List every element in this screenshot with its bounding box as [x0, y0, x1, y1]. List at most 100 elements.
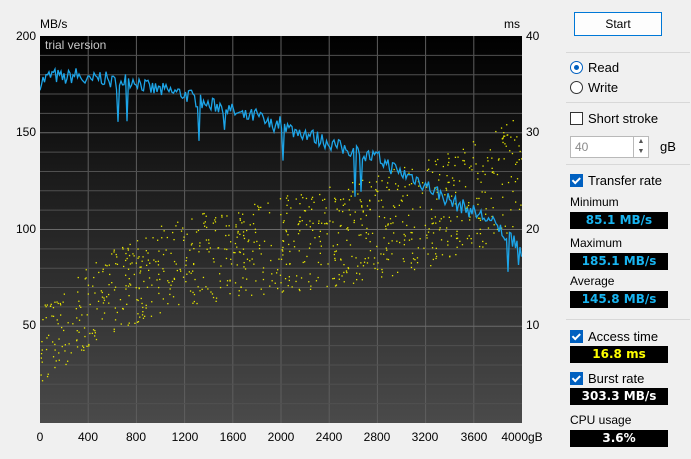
access-time-point: [393, 232, 395, 234]
access-time-point: [83, 327, 86, 329]
access-time-point: [410, 183, 413, 185]
access-time-point: [456, 237, 459, 239]
access-time-point: [435, 253, 437, 255]
access-time-point: [377, 190, 379, 193]
access-time-checkbox[interactable]: Access time: [570, 329, 658, 344]
read-radio[interactable]: Read: [570, 60, 619, 75]
access-time-point: [485, 242, 487, 245]
access-time-point: [492, 171, 494, 173]
access-time-point: [432, 222, 434, 224]
access-time-point: [89, 303, 91, 306]
access-time-point: [245, 289, 247, 291]
short-stroke-checkbox[interactable]: Short stroke: [570, 111, 658, 126]
access-time-point: [456, 216, 458, 218]
transfer-rate-checkbox[interactable]: Transfer rate: [570, 173, 662, 188]
access-time-point: [212, 296, 215, 299]
access-time-point: [403, 239, 406, 241]
access-time-point: [412, 208, 414, 210]
access-time-point: [142, 317, 145, 319]
access-time-point: [400, 199, 402, 201]
access-time-point: [286, 195, 289, 197]
stroke-size-stepper[interactable]: 40 ▲ ▼: [570, 136, 649, 158]
access-time-point: [506, 232, 508, 234]
access-time-point: [396, 240, 398, 242]
access-time-point: [424, 224, 426, 227]
access-time-point: [455, 254, 457, 256]
access-time-point: [381, 276, 383, 278]
access-time-point: [493, 224, 495, 226]
access-time-point: [193, 263, 195, 265]
right-axis-unit: ms: [504, 17, 520, 31]
access-time-point: [353, 219, 355, 222]
access-time-point: [289, 263, 291, 265]
access-time-point: [519, 150, 521, 153]
access-time-point: [240, 286, 242, 288]
access-time-point: [198, 251, 200, 253]
access-time-point: [76, 330, 78, 332]
transfer-rate-label: Transfer rate: [588, 173, 662, 188]
access-time-point: [426, 234, 428, 236]
access-time-point: [398, 204, 400, 206]
access-time-point: [77, 276, 79, 279]
access-time-point: [416, 257, 419, 259]
chevron-down-icon[interactable]: ▼: [637, 148, 645, 155]
access-time-point: [477, 178, 479, 180]
access-time-point: [383, 253, 385, 255]
access-time-point: [491, 215, 493, 218]
access-time-point: [337, 232, 340, 234]
access-time-point: [158, 273, 160, 275]
access-time-point: [451, 177, 454, 179]
access-time-point: [175, 263, 177, 265]
access-time-point: [342, 198, 345, 200]
access-time-point: [299, 289, 301, 292]
access-time-point: [146, 264, 148, 266]
access-time-point: [193, 293, 196, 296]
access-time-point: [356, 279, 358, 281]
access-time-point: [172, 231, 174, 234]
access-time-point: [145, 304, 147, 306]
access-time-point: [321, 222, 323, 224]
access-time-point: [44, 304, 46, 306]
access-time-point: [417, 247, 419, 249]
write-label: Write: [588, 80, 619, 95]
access-time-point: [367, 233, 370, 235]
access-time-point: [319, 193, 321, 196]
access-time-point: [454, 156, 457, 158]
access-time-point: [58, 352, 60, 354]
access-time-point: [56, 319, 58, 321]
radio-selected-icon: [570, 61, 583, 74]
write-radio[interactable]: Write: [570, 80, 618, 95]
access-time-point: [456, 233, 458, 235]
access-time-point: [404, 166, 406, 169]
stepper-arrows[interactable]: ▲ ▼: [633, 137, 648, 157]
access-time-point: [49, 305, 52, 307]
access-time-point: [142, 311, 144, 313]
access-time-point: [139, 272, 141, 274]
start-button[interactable]: Start: [574, 12, 662, 36]
access-time-point: [276, 272, 278, 274]
chevron-up-icon[interactable]: ▲: [637, 138, 645, 145]
access-time-point: [305, 224, 308, 226]
access-time-point: [512, 120, 514, 122]
access-time-point: [157, 239, 159, 241]
access-time-point: [395, 183, 397, 185]
access-time-point: [143, 280, 145, 283]
access-time-point: [243, 253, 245, 255]
access-time-point: [167, 280, 169, 282]
access-time-point: [469, 216, 471, 218]
access-time-point: [238, 251, 241, 253]
access-time-point: [461, 220, 463, 222]
access-time-point: [191, 242, 193, 245]
access-time-point: [353, 221, 355, 224]
access-time-point: [362, 179, 364, 181]
access-time-point: [179, 268, 181, 271]
access-time-point: [54, 301, 56, 303]
access-time-point: [148, 269, 150, 271]
access-time-point: [466, 237, 469, 240]
access-time-point: [308, 281, 310, 283]
access-time-point: [142, 306, 144, 309]
access-time-point: [498, 158, 500, 160]
access-time-point: [96, 308, 98, 310]
burst-rate-checkbox[interactable]: Burst rate: [570, 371, 644, 386]
access-time-point: [298, 250, 300, 252]
